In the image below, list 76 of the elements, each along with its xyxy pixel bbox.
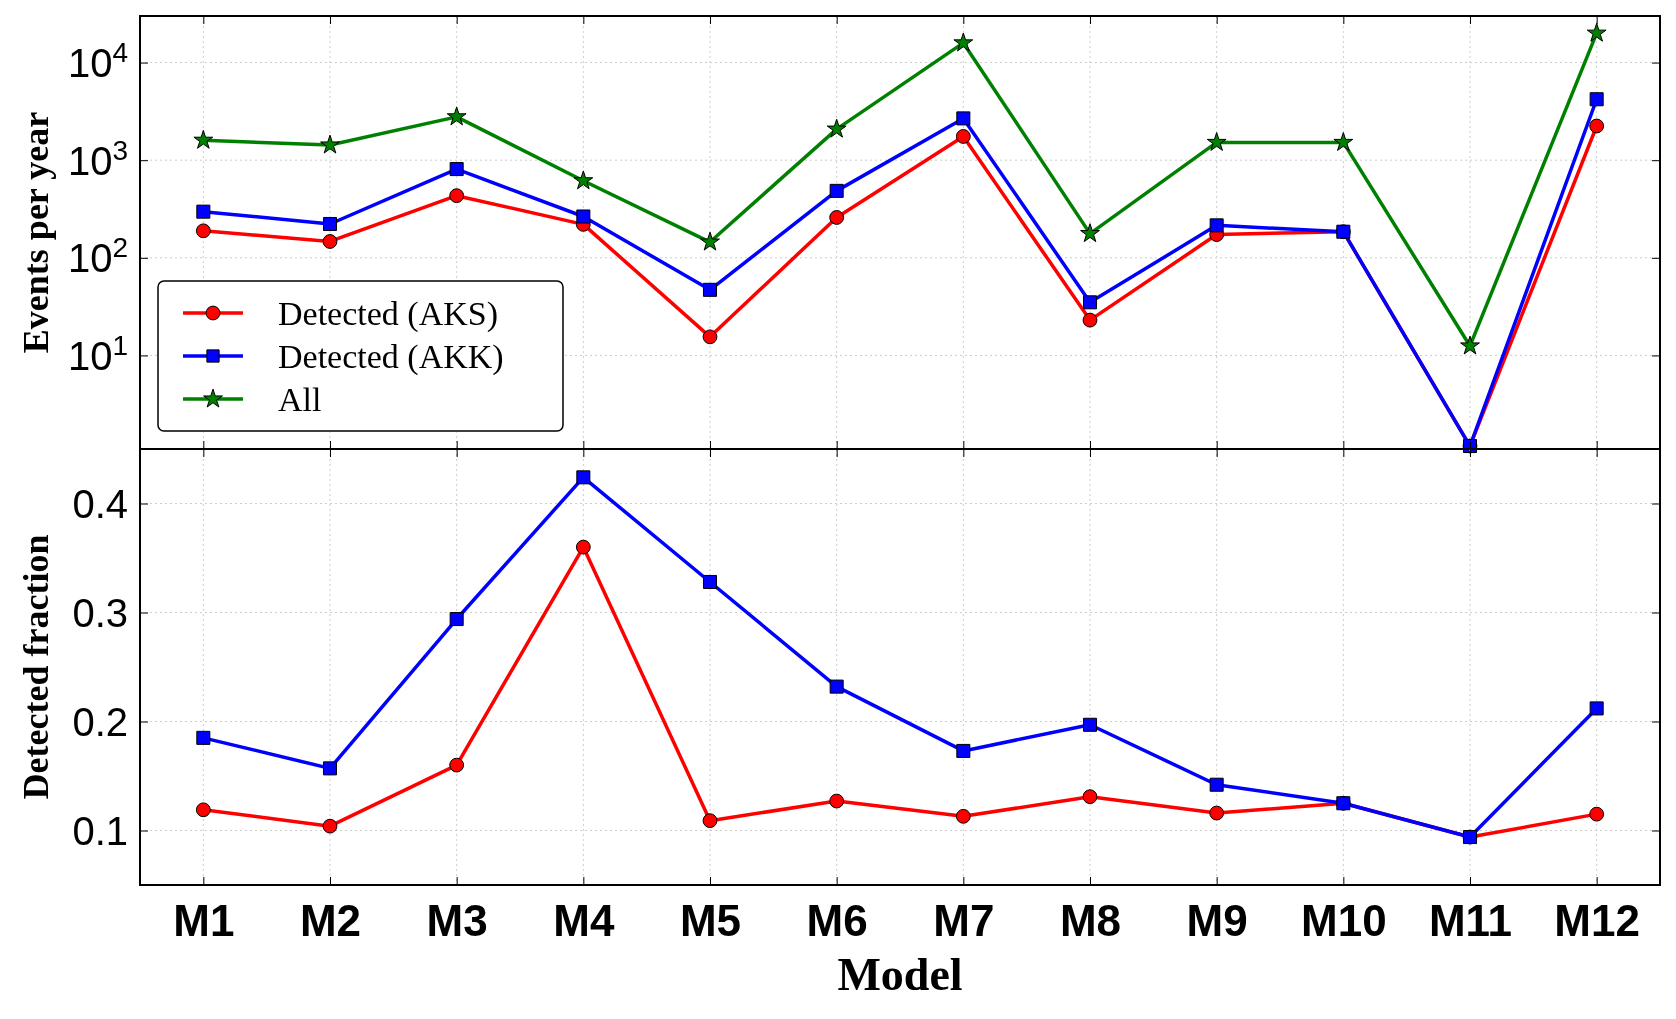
point [193, 129, 214, 149]
point [446, 106, 467, 126]
point [195, 223, 211, 239]
point [322, 234, 338, 249]
point [1082, 789, 1098, 805]
y-axis-title: Events per year [16, 111, 56, 354]
point [196, 204, 211, 219]
point [449, 188, 465, 204]
x-tick-label: M5 [679, 896, 742, 946]
x-tick-label: M3 [426, 896, 488, 946]
point [829, 679, 844, 694]
point [576, 209, 591, 224]
point [829, 210, 845, 225]
point [1209, 805, 1225, 821]
point [829, 793, 845, 809]
point [702, 574, 718, 589]
point [449, 757, 465, 773]
point [702, 329, 718, 345]
legend-label: All [278, 380, 322, 418]
point [196, 730, 211, 745]
point [1082, 717, 1098, 732]
point [1589, 806, 1605, 822]
point [956, 111, 971, 126]
point [195, 802, 211, 818]
point [322, 818, 338, 834]
point [1082, 295, 1098, 310]
point [1209, 777, 1224, 792]
point [1080, 223, 1100, 243]
point [1589, 92, 1604, 107]
x-tick-label: M4 [553, 896, 615, 946]
point [1586, 22, 1607, 42]
y-tick-label: 0.3 [72, 591, 128, 635]
x-tick-label: M10 [1301, 896, 1387, 946]
x-tick-label: M2 [299, 896, 362, 946]
point [1589, 701, 1604, 716]
y-tick-label: 10$^{1}$ [67, 329, 128, 378]
point [700, 231, 720, 251]
x-tick-label: M7 [933, 896, 995, 946]
y-tick-label: 0.2 [72, 700, 128, 744]
y-tick-label: 10$^{2}$ [67, 231, 128, 281]
y-tick-label: 10$^{3}$ [67, 134, 128, 183]
point [573, 170, 594, 190]
point [1206, 132, 1227, 151]
point [576, 470, 591, 485]
x-axis-title: Model [837, 949, 963, 1000]
point [955, 808, 971, 824]
point [449, 612, 464, 627]
x-tick-label: M1 [173, 896, 235, 946]
point [1589, 118, 1605, 134]
point [1209, 218, 1224, 233]
point [575, 539, 591, 555]
x-tick-label: M11 [1428, 896, 1513, 946]
x-tick-label: M6 [806, 896, 868, 946]
x-tick-label: M12 [1554, 896, 1640, 946]
point [702, 282, 718, 297]
point [955, 129, 971, 144]
point [322, 761, 338, 776]
point [1082, 312, 1098, 328]
point [322, 216, 338, 232]
point [1460, 335, 1480, 355]
legend-label: Detected (AKS) [278, 294, 498, 333]
y-tick-label: 0.4 [72, 482, 128, 526]
x-tick-label: M8 [1059, 896, 1122, 946]
point [320, 134, 340, 154]
point [826, 118, 847, 138]
point [702, 813, 718, 829]
y-tick-label: 0.1 [72, 809, 128, 853]
y-tick-label: 10$^{4}$ [67, 36, 128, 86]
point [1333, 132, 1354, 151]
legend-label: Detected (AKK) [278, 337, 504, 376]
x-tick-label: M9 [1186, 896, 1248, 946]
point [829, 183, 844, 198]
point [953, 32, 974, 52]
point [449, 162, 464, 177]
point [956, 743, 971, 758]
y-axis-title: Detected fraction [16, 534, 56, 800]
